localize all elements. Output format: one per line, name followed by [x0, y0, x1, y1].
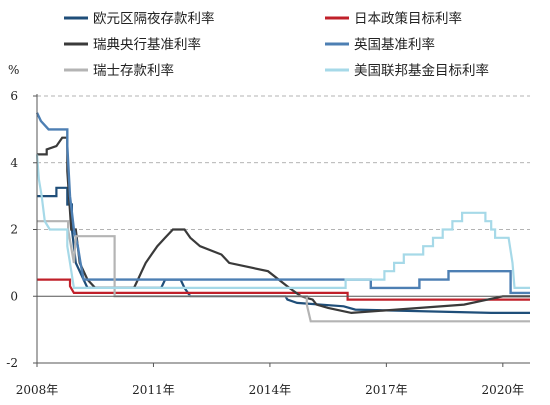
y-tick-label: 2: [10, 223, 18, 237]
series-line: [37, 278, 530, 301]
series-line: [35, 154, 530, 289]
legend-item: 瑞士存款利率: [64, 62, 174, 79]
y-tick-label: 6: [10, 89, 18, 103]
series-line: [37, 220, 530, 323]
legend-label: 英国基准利率: [354, 36, 435, 53]
legend-item: 瑞典央行基准利率: [64, 36, 201, 53]
y-axis-ticks: -2 0 2 4 6: [6, 89, 37, 370]
legend-label: 欧元区隔夜存款利率: [93, 10, 215, 27]
x-tick-label: 2014年: [249, 383, 292, 397]
legend-item: 美国联邦基金目标利率: [325, 62, 489, 79]
x-tick-label: 2008年: [16, 383, 59, 397]
y-tick-label: 4: [10, 156, 18, 170]
series-line: [37, 136, 530, 315]
y-axis-unit-label: %: [8, 63, 19, 77]
gridlines: [37, 95, 530, 364]
legend-label: 瑞典央行基准利率: [93, 36, 201, 53]
series-line: [37, 186, 530, 314]
x-tick-label: 2017年: [365, 383, 408, 397]
legend-item: 欧元区隔夜存款利率: [64, 10, 215, 27]
x-tick-label: 2011年: [132, 383, 175, 397]
legend-label: 瑞士存款利率: [93, 62, 174, 79]
x-tick-label: 2020年: [482, 383, 525, 397]
x-axis-ticks: 2008年 2011年 2014年 2017年 2020年: [16, 363, 524, 397]
legend-item: 英国基准利率: [325, 36, 435, 53]
series-lines: [35, 112, 530, 323]
legend-label: 美国联邦基金目标利率: [354, 62, 489, 79]
series-line: [35, 112, 530, 295]
axes: [36, 94, 530, 364]
y-tick-label: -2: [6, 356, 18, 370]
legend-label: 日本政策目标利率: [354, 10, 462, 27]
legend-item: 日本政策目标利率: [325, 10, 462, 27]
y-tick-label: 0: [10, 289, 18, 303]
